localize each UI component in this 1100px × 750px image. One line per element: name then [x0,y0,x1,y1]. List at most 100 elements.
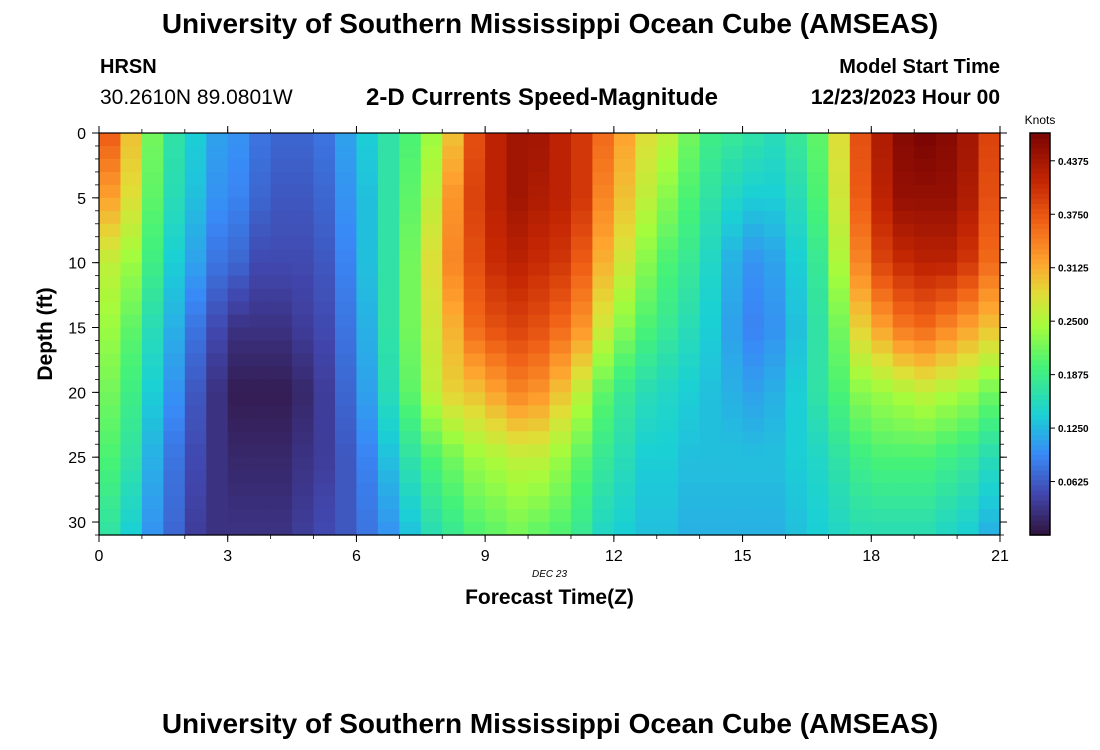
heatmap-cell [184,236,207,251]
heatmap-cell [420,262,443,277]
heatmap-cell [356,418,379,432]
heatmap-cell [785,470,808,484]
heatmap-cell [485,145,508,160]
heatmap-cell [506,327,529,342]
heatmap-cell [163,483,186,497]
heatmap-cell [292,223,315,238]
heatmap-cell [485,444,508,458]
heatmap-cell [184,457,207,471]
heatmap-cell [699,509,722,523]
colorbar-segment [1030,273,1050,280]
heatmap-cell [957,145,980,160]
colorbar-segment [1030,489,1050,496]
heatmap-cell [227,470,250,484]
colorbar-segment [1030,529,1050,536]
heatmap-cell [184,133,207,147]
heatmap-cell [978,236,1001,251]
heatmap-cell [485,392,508,406]
heatmap-cell [356,340,379,355]
heatmap-cell [785,418,808,432]
heatmap-cell [141,301,164,316]
heatmap-cell [270,171,293,186]
heatmap-cell [120,197,143,212]
heatmap-cell [914,444,937,458]
heatmap-cell [485,197,508,212]
heatmap-cell [506,379,529,393]
heatmap-cell [613,223,636,238]
heatmap-cell [871,133,894,147]
heatmap-cell [120,379,143,393]
heatmap-cell [506,496,529,510]
colorbar-tick-label: 0.3125 [1058,264,1089,275]
heatmap-cell [206,236,229,251]
heatmap-cell [334,275,358,290]
heatmap-cell [141,444,164,458]
heatmap-cell [828,470,851,484]
heatmap-cell [99,301,122,316]
heatmap-cell [849,366,872,380]
heatmap-cell [506,249,529,264]
heatmap-cell [828,522,851,536]
heatmap-cell [163,262,186,277]
heatmap-cell [377,522,400,536]
heatmap-cell [399,483,422,497]
colorbar-segment [1030,374,1050,380]
heatmap-cell [463,236,486,251]
heatmap-cell [935,327,958,342]
heatmap-cell [184,483,207,497]
heatmap-cell [399,457,422,471]
heatmap-cell [377,184,400,199]
heatmap-cell [914,210,937,225]
heatmap-cell [356,262,379,277]
heatmap-cell [721,353,744,368]
heatmap-cell [227,158,250,173]
heatmap-cell [892,249,915,264]
heatmap-cell [978,418,1001,432]
heatmap-cell [570,275,593,290]
heatmap-cell [871,379,894,393]
heatmap-cell [914,145,937,160]
heatmap-cell [978,133,1001,147]
y-tick-label: 15 [68,321,86,338]
heatmap-cell [849,275,872,290]
heatmap-cell [849,210,872,225]
heatmap-cell [99,418,122,432]
heatmap-cell [442,262,465,277]
heatmap-cell [227,288,250,303]
colorbar-segment [1030,258,1050,265]
heatmap-cell [334,366,358,380]
heatmap-cell [785,496,808,510]
heatmap-cell [356,158,379,173]
colorbar-segment [1030,198,1050,204]
heatmap-cell [270,262,293,277]
heatmap-cell [356,314,379,329]
heatmap-cell [528,184,551,199]
heatmap-cell [420,457,443,471]
heatmap-cell [163,145,186,160]
heatmap-cell [442,509,465,523]
heatmap-cell [849,197,872,212]
heatmap-cell [935,483,958,497]
heatmap-cell [678,210,701,225]
heatmap-cell [377,483,400,497]
heatmap-cell [764,509,787,523]
colorbar-segment [1030,223,1050,230]
heatmap-cell [420,366,443,380]
heatmap-cell [613,353,636,368]
heatmap-cell [485,236,508,251]
x-tick-label: 6 [352,548,361,565]
heatmap-cell [356,133,379,147]
heatmap-cell [806,301,829,316]
heatmap-cell [420,145,443,160]
heatmap-cell [699,197,722,212]
heatmap-cell [549,314,572,329]
heatmap-cell [206,171,229,186]
heatmap-cell [656,366,679,380]
heatmap-cell [163,496,186,510]
heatmap-cell [570,496,593,510]
heatmap-cell [592,327,615,342]
heatmap-cell [699,301,722,316]
heatmap-cell [549,262,572,277]
heatmap-cell [613,262,636,277]
heatmap-cell [721,522,744,536]
